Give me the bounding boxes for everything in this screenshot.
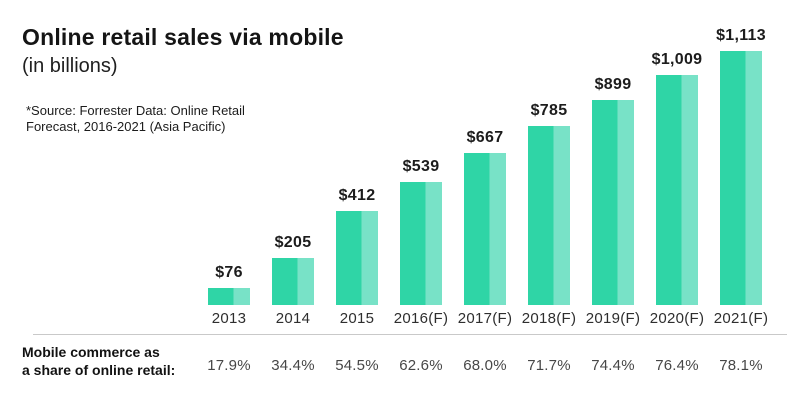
bar-column: $1,113: [709, 27, 773, 305]
share-percentages-row: 17.9% 34.4% 54.5% 62.6% 68.0% 71.7% 74.4% 76.4%…: [197, 357, 773, 374]
bar-value-label: $1,009: [651, 51, 703, 68]
year-label: 2015: [339, 310, 375, 327]
bar-column: $76: [197, 264, 261, 305]
bar: [336, 211, 378, 305]
bar-chart: $76 $205 $412 $539 $667 $785 $899 $1,009 $1,113: [197, 0, 773, 305]
year-label: 2019(F): [585, 310, 641, 327]
bar-value-label: $205: [274, 234, 312, 251]
year-label: 2016(F): [393, 310, 449, 327]
bar: [528, 126, 570, 305]
bar-column: $205: [261, 234, 325, 305]
share-percentage: 54.5%: [335, 357, 379, 374]
share-percentage: 34.4%: [271, 357, 315, 374]
share-percentage: 17.9%: [207, 357, 251, 374]
share-percentage: 74.4%: [591, 357, 635, 374]
share-row-label: Mobile commerce as a share of online ret…: [22, 343, 175, 379]
source-note: *Source: Forrester Data: Online Retail F…: [26, 103, 245, 135]
chart-title: Online retail sales via mobile: [22, 24, 344, 50]
bar: [208, 288, 250, 305]
bar-value-label: $899: [594, 76, 632, 93]
share-percentage: 68.0%: [463, 357, 507, 374]
bar-value-label: $412: [338, 187, 376, 204]
chart-subtitle: (in billions): [22, 55, 118, 77]
bar: [272, 258, 314, 305]
x-axis-labels: 2013 2014 2015 2016(F) 2017(F) 2018(F) 2019(F)…: [197, 310, 773, 327]
bar-value-label: $1,113: [716, 27, 766, 44]
year-label: 2021(F): [713, 310, 769, 327]
divider-line: [33, 334, 787, 335]
share-percentage: 78.1%: [719, 357, 763, 374]
bar-value-label: $667: [466, 129, 504, 146]
bar: [400, 182, 442, 305]
bar-value-label: $785: [530, 102, 568, 119]
share-percentage: 71.7%: [527, 357, 571, 374]
year-label: 2020(F): [649, 310, 705, 327]
share-row-label-line1: Mobile commerce as: [22, 344, 160, 360]
bar-column: $667: [453, 129, 517, 305]
bar-column: $785: [517, 102, 581, 305]
year-label: 2014: [275, 310, 311, 327]
bar-column: $412: [325, 187, 389, 305]
bar: [592, 100, 634, 305]
year-label: 2017(F): [457, 310, 513, 327]
bar-value-label: $76: [215, 264, 243, 281]
bar-column: $1,009: [645, 51, 709, 305]
source-note-line1: *Source: Forrester Data: Online Retail: [26, 103, 245, 118]
share-percentage: 62.6%: [399, 357, 443, 374]
share-percentage: 76.4%: [655, 357, 699, 374]
bar-column: $539: [389, 158, 453, 305]
bar-value-label: $539: [402, 158, 440, 175]
share-row-label-line2: a share of online retail:: [22, 362, 176, 378]
bar: [656, 75, 698, 305]
year-label: 2013: [211, 310, 247, 327]
source-note-line2: Forecast, 2016-2021 (Asia Pacific): [26, 119, 226, 134]
bar: [464, 153, 506, 305]
bar-column: $899: [581, 76, 645, 305]
bar: [720, 51, 762, 305]
year-label: 2018(F): [521, 310, 577, 327]
